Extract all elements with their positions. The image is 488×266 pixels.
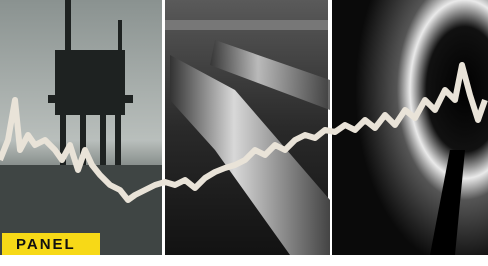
pipeline-photo xyxy=(165,0,330,255)
collage: PANEL xyxy=(0,0,488,261)
page: {"label": "PANEL"} xyxy=(0,0,488,261)
platform-photo xyxy=(0,0,162,255)
panel-label: PANEL xyxy=(16,236,76,253)
